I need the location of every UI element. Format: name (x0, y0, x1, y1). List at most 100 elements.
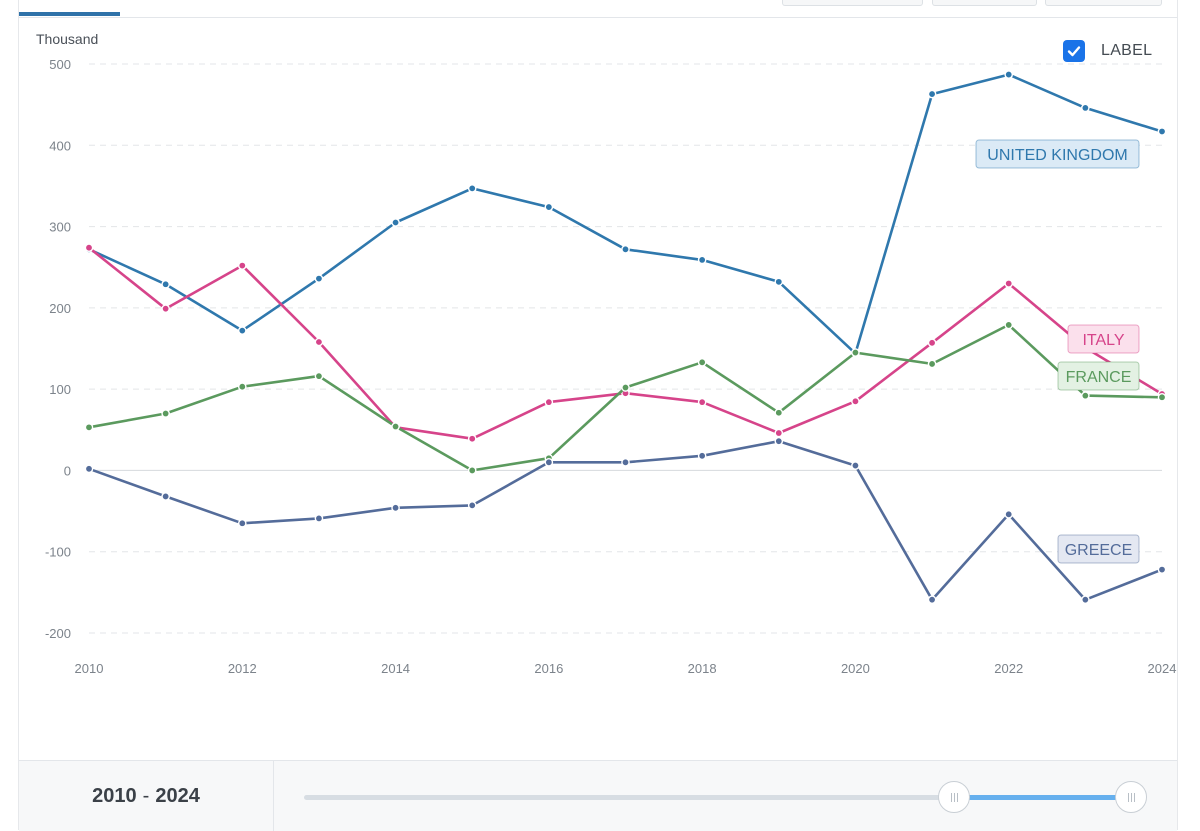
y-tick-label: 100 (49, 382, 71, 397)
y-tick-label: -200 (45, 626, 71, 641)
data-point-united-kingdom (774, 277, 784, 287)
x-tick-label: 2014 (381, 661, 410, 676)
range-slider-start-handle[interactable] (938, 781, 970, 813)
tab-bar (19, 0, 1177, 18)
series-label-united-kingdom: UNITED KINGDOM (987, 147, 1127, 164)
y-tick-label: 400 (49, 138, 71, 153)
data-point-greece (467, 501, 477, 510)
data-point-france (851, 348, 860, 357)
data-point-italy (774, 428, 784, 438)
data-point-italy (697, 397, 707, 407)
data-point-france (161, 409, 170, 418)
range-slider-track[interactable] (304, 795, 1132, 800)
label-checkbox[interactable] (1063, 40, 1085, 62)
data-point-greece (1081, 595, 1090, 604)
data-point-united-kingdom (391, 218, 400, 227)
data-point-france (1004, 320, 1014, 330)
data-point-italy (544, 397, 554, 407)
checkmark-icon (1067, 46, 1081, 57)
series-line-united-kingdom (87, 73, 1164, 355)
data-point-italy (1004, 279, 1014, 288)
chart-panel: Thousand 500 400 300 200 100 0 -100 -200 2010 2012… (18, 0, 1178, 831)
y-tick-label: 300 (49, 220, 71, 235)
data-point-france (774, 408, 784, 418)
x-tick-label: 2012 (228, 661, 257, 676)
range-bar: 2010 - 2024 (19, 760, 1177, 831)
label-toggle[interactable]: LABEL (1063, 38, 1152, 64)
range-slider-selection[interactable] (956, 795, 1132, 800)
data-point-italy (84, 243, 94, 253)
data-point-greece (1157, 565, 1167, 574)
series-label-greece: GREECE (1065, 542, 1133, 559)
label-toggle-text: LABEL (1101, 42, 1153, 59)
y-axis-unit-label: Thousand (36, 31, 98, 47)
data-point-greece (237, 518, 247, 528)
data-point-united-kingdom (237, 326, 247, 335)
data-point-france (391, 422, 400, 431)
data-point-united-kingdom (314, 274, 324, 283)
data-point-france (1157, 392, 1167, 402)
line-chart: Thousand 500 400 300 200 100 0 -100 -200 2010 2012… (36, 31, 1177, 676)
series-label-italy: ITALY (1082, 332, 1124, 349)
range-separator: - (142, 784, 150, 807)
data-point-france (314, 371, 324, 381)
data-point-france (621, 383, 630, 392)
data-point-greece (84, 464, 94, 474)
data-point-united-kingdom (1157, 127, 1167, 136)
data-point-united-kingdom (467, 184, 477, 193)
series-line-italy (87, 246, 1164, 441)
series-label-box-greece (1057, 534, 1140, 564)
grip-icon (1127, 792, 1135, 802)
range-slider-end-handle[interactable] (1115, 781, 1147, 813)
range-start: 2010 (92, 784, 137, 807)
x-tick-label: 2020 (841, 661, 870, 676)
data-point-france (697, 358, 707, 367)
y-tick-label: -100 (45, 545, 71, 560)
toolbar-button-3[interactable] (1045, 0, 1162, 6)
toolbar-button-2[interactable] (932, 0, 1037, 6)
x-tick-label: 2016 (534, 661, 563, 676)
range-label: 2010 - 2024 (19, 761, 274, 831)
data-point-italy (467, 434, 477, 444)
x-tick-label: 2018 (688, 661, 717, 676)
data-point-greece (851, 461, 860, 470)
data-point-greece (927, 595, 937, 604)
series-label-box-france (1057, 361, 1140, 391)
tab-active-indicator[interactable] (19, 12, 120, 16)
data-point-greece (314, 514, 324, 523)
series-label-box-united-kingdom (975, 139, 1140, 169)
series-label-box-italy (1067, 324, 1140, 354)
data-point-greece (774, 436, 784, 446)
data-point-united-kingdom (1081, 103, 1090, 113)
data-point-france (467, 466, 477, 475)
data-point-united-kingdom (621, 245, 630, 254)
data-point-italy (314, 337, 324, 347)
data-point-greece (391, 503, 400, 513)
data-point-france (84, 423, 94, 432)
data-point-united-kingdom (927, 89, 937, 99)
grip-icon (950, 792, 958, 802)
y-tick-label: 0 (64, 463, 71, 478)
data-point-greece (161, 492, 170, 501)
x-tick-label: 2024 (1148, 661, 1177, 676)
data-point-united-kingdom (161, 279, 170, 289)
data-point-italy (927, 338, 937, 348)
data-point-greece (544, 457, 554, 467)
data-point-united-kingdom (1004, 70, 1014, 79)
data-point-france (237, 382, 247, 392)
toolbar-button-1[interactable] (782, 0, 923, 6)
series-line-france (87, 323, 1164, 472)
data-point-greece (697, 451, 707, 461)
data-point-united-kingdom (544, 202, 554, 212)
data-point-france (927, 359, 937, 369)
series-label-france: FRANCE (1066, 369, 1132, 386)
data-point-greece (1004, 510, 1014, 519)
y-tick-label: 200 (49, 301, 71, 316)
x-tick-label: 2022 (994, 661, 1023, 676)
data-point-italy (161, 304, 170, 313)
range-end: 2024 (155, 784, 200, 807)
data-point-greece (621, 457, 630, 467)
x-tick-label: 2010 (75, 661, 104, 676)
data-point-italy (237, 261, 247, 270)
y-tick-label: 500 (49, 57, 71, 72)
